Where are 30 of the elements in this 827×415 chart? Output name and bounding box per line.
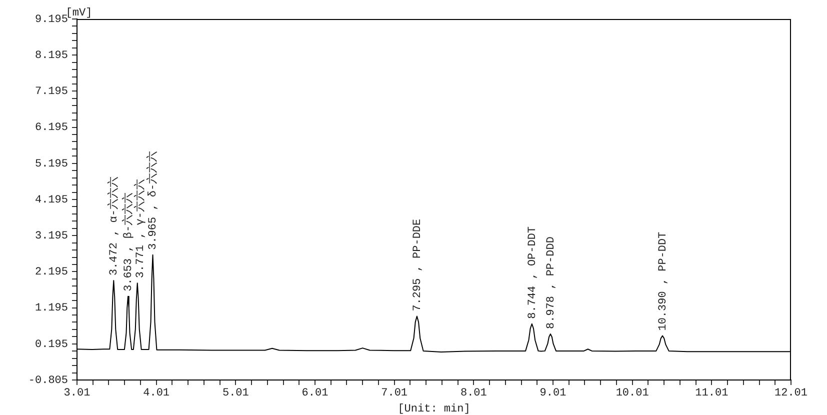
x-tick-label: 9.01 <box>540 388 567 400</box>
x-tick-label: 5.01 <box>222 388 250 400</box>
x-tick-label: 7.01 <box>381 388 408 400</box>
y-tick-label: 9.195 <box>34 14 68 26</box>
annotation: 7.295 , PP-DDE <box>412 218 424 312</box>
x-tick-label: 6.01 <box>302 388 329 400</box>
y-tick-label: 3.195 <box>34 230 68 243</box>
annotation: 3.771 , γ-六六六 <box>132 179 147 278</box>
annotation: 8.978 , PP-DDD <box>545 236 558 329</box>
x-tick-label: 10.01 <box>616 388 650 400</box>
x-tick-label: 11.01 <box>695 388 729 400</box>
y-tick-label: -0.805 <box>28 374 68 387</box>
y-tick-label: 4.195 <box>34 194 68 206</box>
x-tick-label: 3.01 <box>64 388 91 400</box>
y-tick-label: 0.195 <box>34 338 68 351</box>
y-tick-label: 7.195 <box>34 86 68 98</box>
annotation: 3.472 , α-六六六 <box>106 176 121 276</box>
y-tick-label: 6.195 <box>34 122 68 134</box>
x-axis-title: [Unit: min] <box>398 403 470 415</box>
x-tick-label: 8.01 <box>460 388 488 400</box>
y-tick-label: 8.195 <box>34 50 68 62</box>
annotation: 3.653 , β-六六六 <box>120 192 135 292</box>
y-tick-label: 2.195 <box>34 266 68 279</box>
x-tick-label: 4.01 <box>143 388 170 400</box>
annotation: 3.965 , δ-六六六 <box>146 150 160 250</box>
x-tick-label: 12.01 <box>774 388 808 400</box>
annotation: 10.390 , PP-DDT <box>657 231 670 331</box>
y-tick-label: 1.195 <box>34 302 68 315</box>
y-tick-label: 5.195 <box>34 158 68 170</box>
annotation: 8.744 , OP-DDT <box>526 226 539 319</box>
